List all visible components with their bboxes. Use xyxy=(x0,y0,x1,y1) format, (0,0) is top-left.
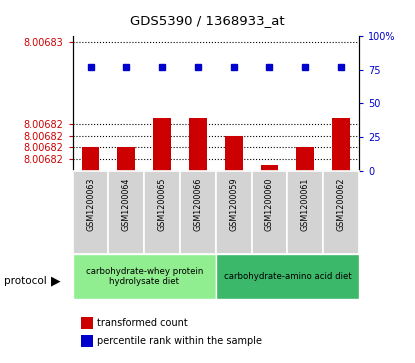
Text: GSM1200066: GSM1200066 xyxy=(193,177,203,231)
Text: GDS5390 / 1368933_at: GDS5390 / 1368933_at xyxy=(130,15,285,28)
Text: GSM1200059: GSM1200059 xyxy=(229,177,238,231)
Text: ▶: ▶ xyxy=(51,275,61,288)
Text: percentile rank within the sample: percentile rank within the sample xyxy=(97,336,262,346)
Text: GSM1200062: GSM1200062 xyxy=(337,177,346,231)
Bar xyxy=(216,171,251,254)
Bar xyxy=(108,171,144,254)
Text: GSM1200063: GSM1200063 xyxy=(86,177,95,231)
Text: GSM1200061: GSM1200061 xyxy=(301,177,310,231)
Bar xyxy=(323,171,359,254)
Text: carbohydrate-amino acid diet: carbohydrate-amino acid diet xyxy=(224,272,351,281)
Bar xyxy=(261,165,278,171)
Text: transformed count: transformed count xyxy=(97,318,188,328)
Text: GSM1200065: GSM1200065 xyxy=(158,177,166,231)
Bar xyxy=(117,147,135,171)
Text: carbohydrate-whey protein
hydrolysate diet: carbohydrate-whey protein hydrolysate di… xyxy=(85,267,203,286)
Bar xyxy=(189,118,207,171)
Bar xyxy=(144,171,180,254)
Bar xyxy=(287,171,323,254)
Bar xyxy=(332,118,350,171)
Bar xyxy=(180,171,216,254)
Bar xyxy=(225,135,243,171)
Text: GSM1200064: GSM1200064 xyxy=(122,177,131,231)
Bar xyxy=(73,171,108,254)
Bar xyxy=(296,147,314,171)
Bar xyxy=(251,171,287,254)
Text: GSM1200060: GSM1200060 xyxy=(265,177,274,231)
Bar xyxy=(153,118,171,171)
Bar xyxy=(216,254,359,299)
Text: protocol: protocol xyxy=(4,276,47,286)
Bar xyxy=(82,147,100,171)
Bar xyxy=(73,254,216,299)
